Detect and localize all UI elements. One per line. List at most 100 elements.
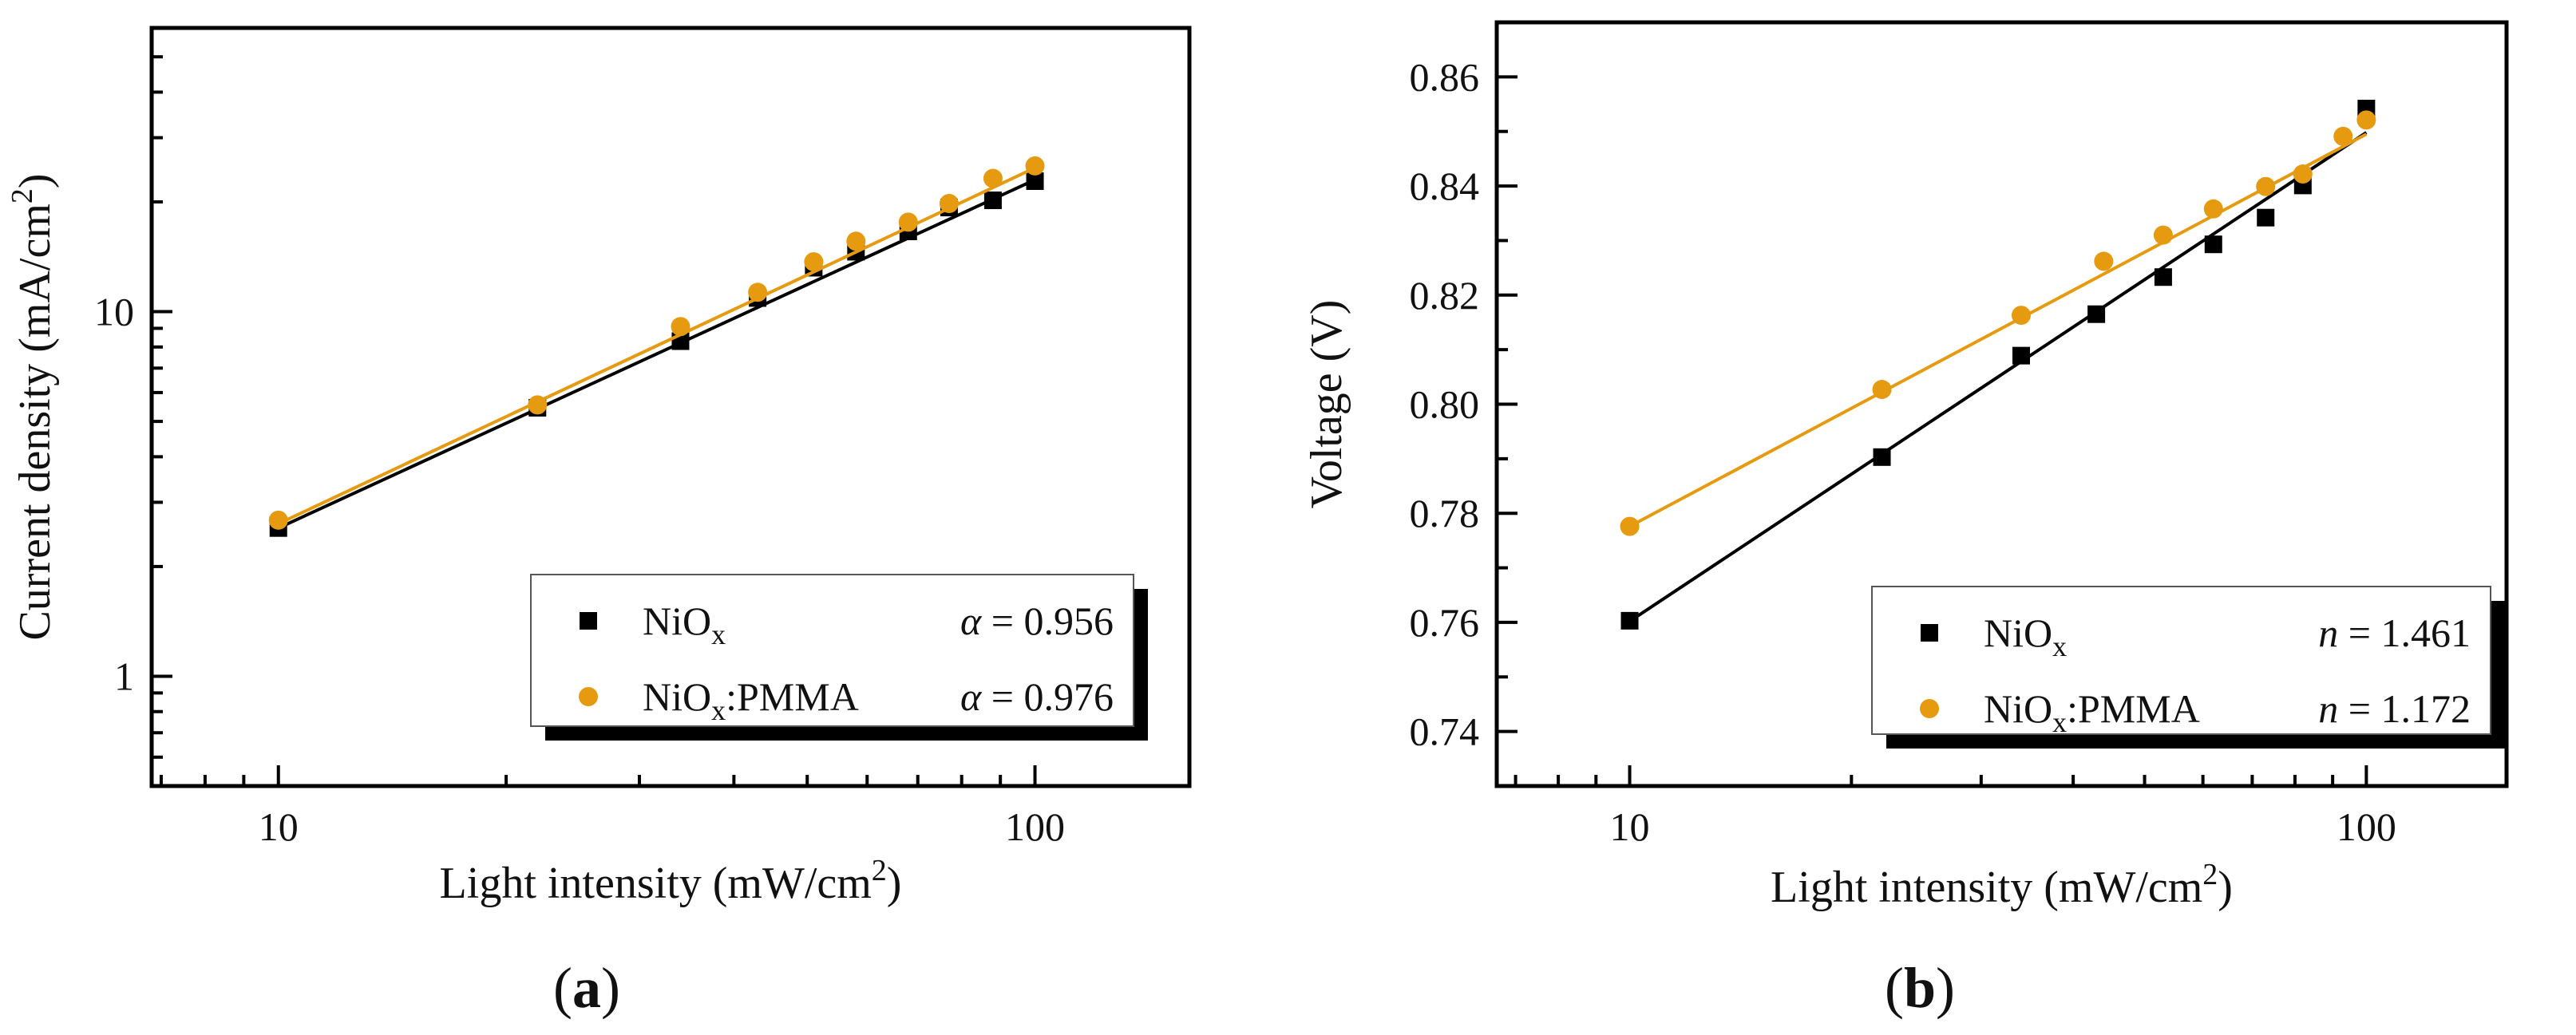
data-point-square — [1873, 448, 1891, 466]
legend-label-sub: x — [711, 618, 726, 650]
data-point-circle — [983, 168, 1003, 188]
x-axis-title-sup: 2 — [872, 854, 887, 887]
data-point-circle — [2293, 164, 2313, 184]
data-point-circle — [2153, 225, 2173, 245]
y-tick-label: 0.74 — [1410, 709, 1480, 754]
legend-label-base: NiO — [1984, 686, 2052, 731]
x-axis-title-sup: 2 — [2202, 858, 2218, 891]
y-tick-label: 0.86 — [1410, 54, 1480, 99]
legend-marker-circle — [579, 687, 598, 706]
x-tick-label: 10 — [1610, 804, 1650, 849]
y-tick-label: 0.78 — [1410, 491, 1480, 535]
legend-label-base: NiO — [643, 674, 711, 719]
y-axis-title-text: Current density (mA/cm — [10, 203, 60, 640]
legend-fit-value: n = 1.172 — [2318, 686, 2471, 731]
y-tick-label: 0.84 — [1410, 164, 1480, 208]
y-axis-title-end: ) — [10, 173, 60, 188]
data-point-square — [1620, 611, 1639, 630]
y-tick-label: 0.76 — [1410, 600, 1480, 645]
y-tick-label: 1 — [114, 654, 134, 698]
y-axis-title: Voltage (V) — [1302, 300, 1351, 509]
x-axis-title-text: Light intensity (mW/cm — [440, 859, 872, 908]
y-axis-title: Current density (mA/cm2) — [6, 173, 60, 640]
panel-label-open: ( — [1885, 956, 1904, 1020]
x-axis-title: Light intensity (mW/cm2) — [1771, 858, 2233, 912]
data-point-square — [2012, 346, 2030, 365]
fit-line-series-1 — [1628, 132, 2368, 528]
panel-label-close: ) — [1936, 956, 1955, 1020]
y-axis-title-text: Voltage (V) — [1302, 300, 1351, 509]
data-point-circle — [2011, 306, 2031, 326]
legend-fit-symbol: n — [2318, 686, 2338, 731]
data-point-circle — [804, 252, 824, 272]
legend-box — [530, 574, 1134, 727]
legend-box — [1871, 586, 2491, 735]
x-tick-label: 10 — [259, 804, 299, 849]
legend-label: NiOx:PMMA — [643, 674, 859, 726]
data-point-circle — [1872, 380, 1892, 400]
panel-label-letter: a — [572, 956, 601, 1020]
fit-line-series-0 — [277, 178, 1036, 530]
legend-fit-value: α = 0.956 — [960, 598, 1114, 643]
panel-label: (a) — [553, 956, 620, 1020]
data-point-circle — [898, 212, 918, 232]
x-tick-label: 100 — [2337, 804, 2396, 849]
plot-frame — [149, 26, 1192, 788]
data-point-circle — [268, 510, 288, 530]
panel-label-close: ) — [601, 956, 620, 1020]
legend-label-sub: x — [711, 694, 726, 726]
legend-label-sub: x — [2052, 706, 2067, 738]
x-axis-title-end: ) — [887, 859, 902, 908]
legend-label: NiOx — [643, 598, 726, 650]
legend-marker-square — [580, 612, 597, 630]
y-tick-label: 10 — [94, 290, 134, 334]
data-point-square — [983, 192, 1002, 210]
panel-label: (b) — [1885, 956, 1955, 1020]
legend-fit-text: = 1.172 — [2338, 686, 2471, 731]
fit-line-series-0 — [1628, 131, 2368, 623]
data-point-circle — [2333, 126, 2353, 146]
data-point-square — [2257, 208, 2275, 227]
data-point-circle — [748, 282, 768, 302]
x-tick-label: 100 — [1005, 804, 1065, 849]
legend-label-sub: x — [2052, 630, 2067, 662]
legend-label: NiOx:PMMA — [1984, 686, 2200, 738]
y-axis-title-sup: 2 — [6, 188, 39, 203]
data-point-square — [2204, 235, 2222, 254]
legend-fit-symbol: n — [2318, 610, 2338, 655]
data-point-circle — [2356, 110, 2376, 130]
legend-fit-symbol: α — [960, 598, 983, 643]
panel-label-open: ( — [553, 956, 572, 1020]
panel-label-letter: b — [1904, 956, 1936, 1020]
y-tick-label: 0.82 — [1410, 273, 1480, 318]
data-point-circle — [1025, 156, 1045, 176]
data-point-circle — [1620, 516, 1640, 536]
legend-label-suffix: :PMMA — [2067, 686, 2200, 731]
legend-fit-value: n = 1.461 — [2318, 610, 2471, 655]
legend-marker-square — [1921, 624, 1938, 642]
y-tick-label: 0.80 — [1410, 382, 1480, 427]
legend-fit-value: α = 0.976 — [960, 674, 1114, 719]
legend-fit-text: = 1.461 — [2338, 610, 2471, 655]
legend-fit-symbol: α — [960, 674, 983, 719]
data-point-circle — [2203, 199, 2223, 219]
legend-label-base: NiO — [643, 598, 711, 643]
panel-b: 10 100 0.74 0.76 0.78 0.80 0.82 0.84 0.86 Light i… — [1302, 20, 2509, 1020]
legend-label: NiOx — [1984, 610, 2067, 662]
fit-line-series-1 — [277, 166, 1036, 526]
legend-label-suffix: :PMMA — [726, 674, 859, 719]
legend-label-base: NiO — [1984, 610, 2052, 655]
data-point-circle — [671, 317, 690, 337]
legend-fit-text: = 0.976 — [981, 674, 1114, 719]
x-axis-title: Light intensity (mW/cm2) — [440, 854, 902, 908]
x-axis-title-end: ) — [2218, 863, 2233, 912]
data-point-circle — [846, 231, 866, 251]
data-point-circle — [939, 193, 959, 213]
data-point-square — [2087, 305, 2106, 323]
data-point-circle — [2256, 176, 2276, 196]
data-point-circle — [528, 395, 548, 415]
legend-fit-text: = 0.956 — [981, 598, 1114, 643]
legend-marker-circle — [1920, 699, 1939, 718]
